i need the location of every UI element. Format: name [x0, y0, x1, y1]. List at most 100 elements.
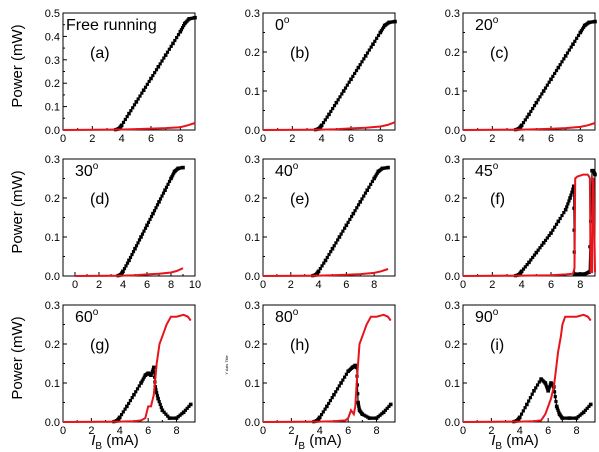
data-point: [517, 416, 521, 420]
data-point: [571, 416, 575, 420]
data-point: [191, 16, 196, 20]
data-point: [337, 384, 341, 388]
data-point: [123, 407, 127, 411]
data-point: [571, 42, 575, 46]
data-point: [557, 410, 561, 414]
data-point: [156, 65, 161, 69]
series-black-line: [263, 364, 392, 423]
x-axis-label-col-2: IB (mA): [294, 432, 342, 452]
data-point: [360, 411, 364, 415]
data-point: [536, 248, 540, 252]
x-tick-label: 6: [548, 279, 554, 291]
data-point: [356, 392, 360, 396]
data-point: [544, 383, 548, 387]
data-point: [354, 365, 358, 369]
y-tick-label: 0.0: [45, 125, 60, 137]
series-black-line: [463, 378, 592, 423]
data-point: [331, 106, 335, 111]
data-point: [166, 182, 170, 186]
panel-h: 0 2 4 6 8 0.0 0.1 0.2 0.3 80o (h): [245, 300, 396, 437]
data-point: [540, 92, 544, 96]
y-axis-label-row-3: Power (mW): [9, 316, 26, 399]
data-point: [547, 233, 551, 238]
data-point: [137, 384, 141, 388]
data-point: [125, 404, 129, 409]
data-point: [172, 171, 176, 175]
data-point: [174, 416, 179, 420]
data-point: [388, 402, 393, 407]
data-point: [570, 190, 574, 194]
data-point: [363, 54, 368, 58]
data-point: [531, 255, 535, 260]
data-point: [173, 38, 177, 43]
data-point: [391, 20, 396, 24]
data-point: [371, 416, 375, 420]
data-point: [356, 65, 361, 70]
x-tick-label: 0: [460, 425, 466, 437]
x-tick-label: 0: [460, 279, 466, 291]
x-tick-label: 4: [316, 279, 322, 291]
y-tick-label: 0.0: [445, 271, 460, 283]
data-point: [586, 21, 590, 25]
data-point: [371, 42, 375, 46]
data-point: [123, 117, 127, 122]
data-point: [343, 375, 347, 379]
data-point: [366, 415, 370, 419]
data-point: [563, 54, 568, 58]
data-point: [556, 408, 560, 412]
data-point: [532, 253, 537, 257]
data-point: [341, 378, 345, 382]
data-point: [169, 176, 173, 181]
data-point: [556, 65, 561, 70]
data-point: [145, 223, 149, 228]
data-point: [338, 95, 342, 99]
data-point: [547, 385, 552, 389]
data-point: [386, 21, 390, 25]
y-axis-label-row-2: Power (mW): [9, 170, 26, 253]
y-tick-label: 0.1: [45, 232, 60, 244]
y-tick-label: 0.2: [245, 47, 260, 59]
data-point: [175, 167, 179, 171]
data-point: [572, 206, 576, 210]
data-point: [362, 413, 366, 417]
data-point: [176, 33, 181, 37]
data-point: [136, 241, 140, 245]
panel-title: 0o: [275, 15, 290, 34]
data-point: [335, 387, 340, 391]
data-point: [152, 365, 156, 370]
data-point: [343, 226, 347, 230]
data-point: [181, 410, 186, 415]
data-point: [318, 266, 322, 271]
data-point: [125, 114, 129, 119]
data-point: [158, 402, 162, 407]
data-point: [364, 414, 368, 418]
data-point: [347, 80, 351, 84]
data-point: [180, 166, 184, 170]
x-tick-label: 6: [545, 425, 551, 437]
data-point: [325, 404, 329, 409]
data-point: [374, 416, 379, 420]
data-point: [537, 380, 541, 384]
data-point: [327, 112, 331, 117]
data-point: [121, 410, 125, 414]
x-tick-label: 0: [460, 133, 466, 145]
data-point: [349, 214, 354, 219]
data-point: [160, 408, 165, 413]
data-point: [129, 109, 133, 113]
y-tick-label: 0.1: [245, 86, 260, 98]
data-point: [122, 266, 127, 271]
data-point: [167, 179, 172, 184]
x-tick-label: 0: [260, 133, 266, 145]
data-point: [124, 264, 128, 268]
x-axis-label-col-3: IB (mA): [491, 432, 539, 452]
panel-f: 0 2 4 6 8 0.0 0.1 0.2 0.3 45o (f): [445, 154, 597, 291]
data-point: [149, 76, 153, 81]
panel-title: 20o: [475, 15, 499, 34]
data-point: [141, 88, 146, 93]
data-point: [356, 400, 360, 405]
data-point: [343, 86, 348, 90]
data-point: [151, 73, 155, 78]
data-point: [139, 235, 143, 239]
data-point: [558, 216, 562, 221]
data-point: [157, 399, 161, 404]
